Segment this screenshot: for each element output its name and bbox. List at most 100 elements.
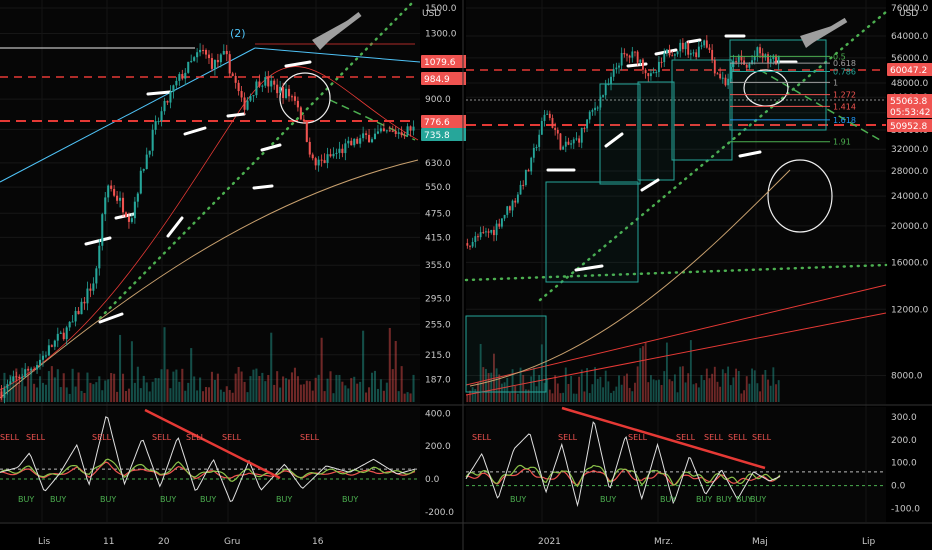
volume-bar <box>602 387 604 402</box>
candle-body <box>24 369 27 377</box>
swing-marker <box>640 178 660 192</box>
volume-bar <box>302 384 305 402</box>
sell-signal: SELL <box>222 433 242 442</box>
swing-marker <box>146 90 172 96</box>
candle-body <box>62 332 65 340</box>
volume-bar <box>761 374 764 402</box>
candle-body <box>673 54 676 56</box>
date-label: Mrz. <box>654 537 673 547</box>
candle-body <box>314 158 317 166</box>
volume-bar <box>56 369 59 402</box>
volume-bar <box>202 391 205 402</box>
candle-body <box>308 141 311 155</box>
candle-body <box>703 40 706 46</box>
candle-body <box>0 391 3 398</box>
volume-bar <box>243 381 246 402</box>
volume-bar <box>225 386 228 402</box>
candle-body <box>620 52 623 66</box>
candle-body <box>596 107 599 109</box>
osc-tick-label: 400.0 <box>425 409 451 419</box>
candle-body <box>524 169 527 186</box>
candle-body <box>193 57 196 61</box>
volume-bar <box>700 375 703 402</box>
volume-bar <box>219 389 222 402</box>
green-dashed-line <box>759 69 881 141</box>
volume-bar <box>285 378 288 402</box>
candle-body <box>503 214 506 219</box>
fib-level-label: 1.618 <box>833 116 856 125</box>
date-axis: Lis 11 20 Gru 16 2021 Mrz. Maj Lip <box>38 537 876 547</box>
price-tag-label: 984.9 <box>424 75 450 85</box>
swing-marker <box>84 236 112 246</box>
candle-body <box>285 88 288 98</box>
price-tick-label: 12000.0 <box>891 305 928 315</box>
volume-bar <box>53 377 56 402</box>
candle-body <box>564 141 567 147</box>
volume-bar <box>403 393 406 402</box>
osc-green-line <box>465 464 781 488</box>
volume-bar <box>546 378 549 402</box>
price-tick-label: 1500.0 <box>425 4 457 14</box>
volume-bar <box>530 376 533 402</box>
candle-body <box>700 45 703 47</box>
volume-bar <box>139 388 142 402</box>
volume-bar <box>727 366 730 402</box>
volume-bar <box>74 386 77 402</box>
buy-signal: BUY <box>716 495 732 504</box>
buy-signal: BUY <box>660 495 676 504</box>
fib-level-label: 0.618 <box>833 59 856 68</box>
volume-bar <box>618 375 620 402</box>
candle-body <box>33 369 36 371</box>
volume-bar <box>673 374 676 402</box>
candle-body <box>751 60 753 64</box>
volume-bar <box>373 370 377 402</box>
candle-body <box>628 55 631 58</box>
candle-body <box>228 54 231 74</box>
volume-bar <box>586 368 589 402</box>
candle-body <box>535 146 538 148</box>
right-price-pane <box>466 0 886 404</box>
volume-bar <box>47 371 50 402</box>
price-tag <box>421 128 469 141</box>
left-chart[interactable]: SELL SELL SELL SELL SELL SELL SELL BUY BUY BUY BUY… <box>0 0 469 522</box>
volume-bar <box>246 392 249 402</box>
volume-bar <box>359 381 362 402</box>
candle-body <box>213 59 216 69</box>
volume-bar <box>9 374 12 402</box>
volume-bar <box>692 384 695 402</box>
volume-bar <box>660 385 663 402</box>
candle-body <box>572 139 575 144</box>
volume-bar <box>323 391 326 402</box>
candle-body <box>178 74 181 81</box>
volume-bar <box>136 366 139 402</box>
volume-bar <box>759 391 761 402</box>
volume-bar <box>113 373 116 402</box>
volume-bar <box>166 369 169 402</box>
volume-bar <box>290 372 294 402</box>
candle-body <box>199 49 202 53</box>
right-price-axis: 76000.064000.056000.048000.044000.040000… <box>887 4 932 515</box>
volume-bar <box>252 369 255 402</box>
volume-bar <box>329 371 332 402</box>
candle-body <box>196 52 199 58</box>
price-tag <box>887 105 932 118</box>
candle-body <box>474 236 477 242</box>
candle-body <box>12 376 15 382</box>
candle-body <box>344 143 347 154</box>
candle-body <box>522 184 525 186</box>
volume-bar <box>314 377 317 402</box>
volume-bar <box>157 378 160 402</box>
price-tag-label: 50952.8 <box>890 122 927 132</box>
swing-marker <box>260 143 282 152</box>
volume-bar <box>409 393 412 402</box>
candle-body <box>356 138 359 144</box>
volume-bar <box>184 390 187 402</box>
candle-body <box>353 138 356 146</box>
price-tick-label: 76000.0 <box>891 4 928 14</box>
candle-body <box>86 288 89 304</box>
volume-bar <box>406 392 409 402</box>
candle-body <box>388 130 391 132</box>
price-tick-label: 56000.0 <box>891 54 928 64</box>
volume-bar <box>743 390 746 402</box>
